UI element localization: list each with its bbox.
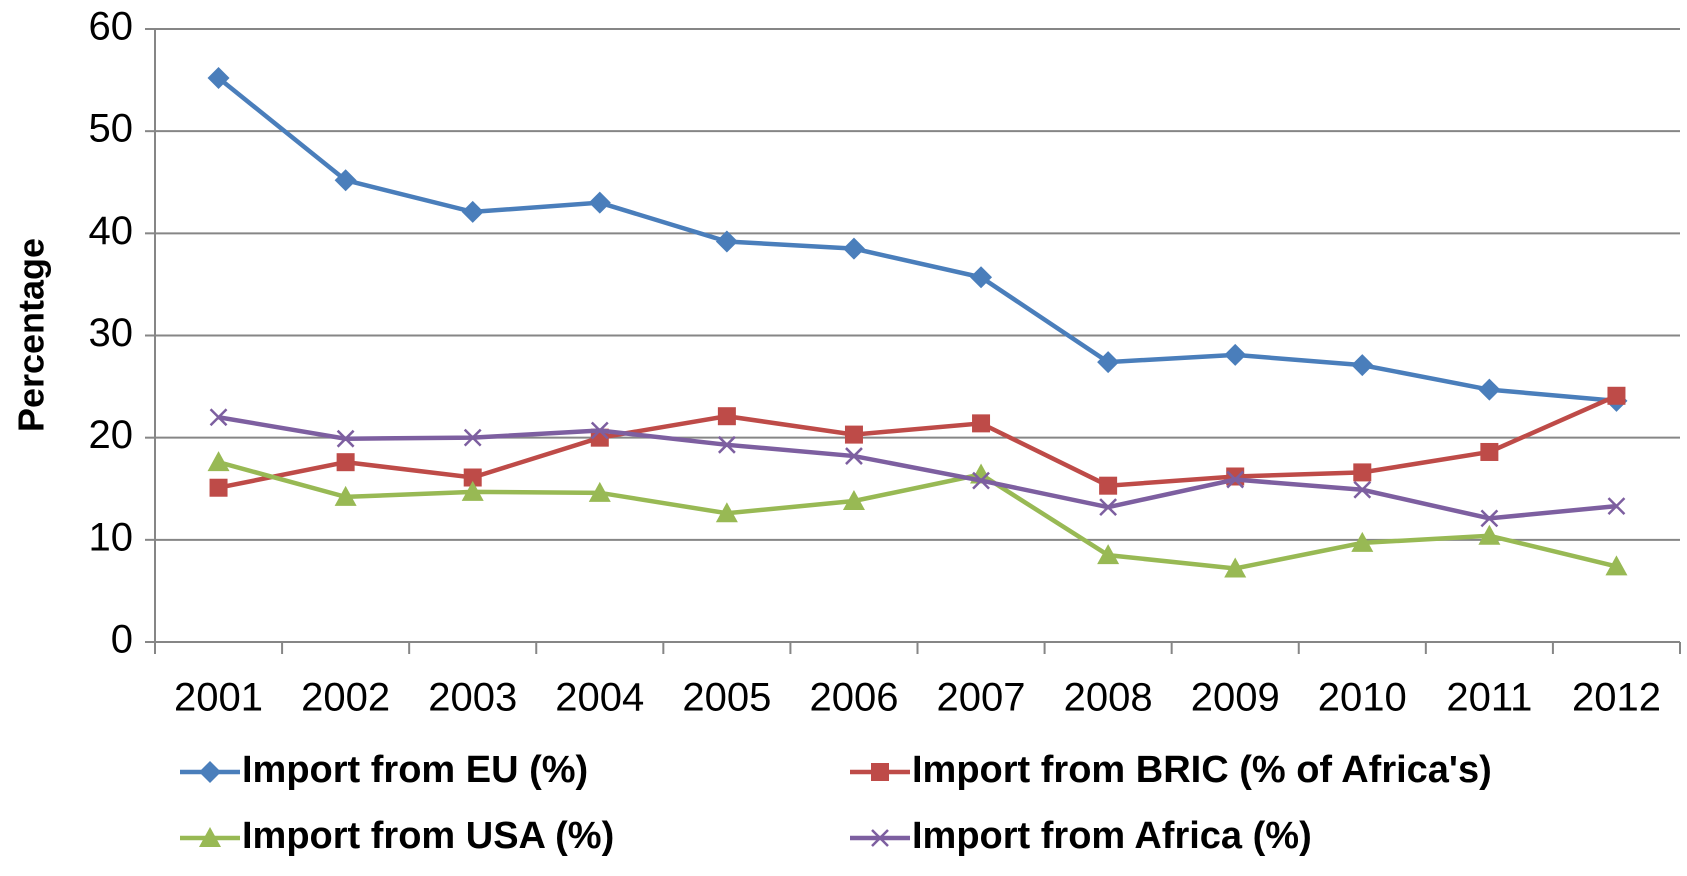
legend-label: Import from BRIC (% of Africa's)	[912, 749, 1492, 791]
marker	[199, 761, 221, 783]
marker	[463, 428, 482, 447]
marker	[590, 421, 609, 440]
y-tick-label: 30	[89, 311, 134, 355]
marker	[842, 237, 865, 260]
marker	[717, 435, 736, 454]
x-tick-label: 2010	[1318, 676, 1407, 720]
marker	[1480, 509, 1499, 528]
marker	[334, 485, 357, 506]
marker	[1097, 544, 1120, 565]
y-tick-label: 20	[89, 413, 134, 457]
marker	[1478, 378, 1501, 401]
marker	[871, 763, 889, 781]
marker	[717, 407, 736, 426]
marker	[1605, 555, 1628, 576]
marker	[845, 447, 863, 465]
x-tick-label: 2006	[809, 676, 898, 720]
y-tick-label: 40	[89, 209, 134, 253]
marker	[871, 829, 889, 847]
marker	[336, 429, 355, 448]
series-line	[218, 393, 1618, 490]
x-tick-label: 2011	[1446, 676, 1532, 720]
legend-label: Import from USA (%)	[242, 815, 614, 857]
marker	[1224, 343, 1247, 366]
marker	[334, 169, 357, 192]
marker	[336, 453, 355, 472]
marker	[1099, 476, 1118, 495]
y-tick-label: 50	[89, 107, 134, 151]
x-tick-label: 2003	[428, 676, 517, 720]
marker	[461, 480, 484, 501]
marker	[842, 490, 865, 511]
marker	[844, 425, 863, 444]
marker	[1607, 386, 1626, 405]
x-tick-label: 2012	[1572, 676, 1661, 720]
marker	[209, 478, 228, 497]
marker	[972, 414, 991, 433]
x-tick-label: 2007	[937, 676, 1026, 720]
marker	[1480, 442, 1499, 461]
marker	[207, 451, 230, 472]
marker	[461, 200, 484, 223]
legend-label: Import from Africa (%)	[912, 815, 1312, 857]
y-tick-label: 60	[89, 5, 134, 49]
y-tick-label: 10	[89, 515, 134, 559]
marker	[1607, 497, 1626, 516]
marker	[588, 481, 611, 502]
marker	[715, 502, 738, 523]
x-tick-label: 2002	[301, 676, 390, 720]
series-line	[217, 460, 1617, 571]
marker	[209, 408, 228, 427]
x-tick-label: 2005	[682, 676, 771, 720]
marker	[199, 827, 221, 847]
marker	[715, 230, 738, 253]
x-tick-label: 2009	[1191, 676, 1280, 720]
x-tick-label: 2001	[174, 676, 263, 720]
marker	[1099, 498, 1118, 517]
marker	[972, 471, 990, 490]
marker	[1353, 463, 1372, 482]
y-axis-label: Percentage	[11, 238, 52, 432]
marker	[1353, 480, 1372, 499]
marker	[1351, 354, 1374, 377]
series-line	[217, 76, 1617, 404]
marker	[588, 191, 611, 214]
marker	[1478, 524, 1501, 545]
marker	[1226, 470, 1245, 489]
legend-label: Import from EU (%)	[242, 749, 588, 791]
marker	[463, 468, 482, 487]
x-tick-label: 2004	[555, 676, 644, 720]
marker	[1351, 531, 1374, 552]
marker	[207, 67, 230, 90]
y-tick-label: 0	[111, 618, 133, 662]
marker	[970, 266, 993, 289]
x-tick-label: 2008	[1064, 676, 1153, 720]
marker	[1097, 351, 1120, 374]
marker	[1224, 557, 1247, 578]
series-line	[218, 415, 1617, 521]
